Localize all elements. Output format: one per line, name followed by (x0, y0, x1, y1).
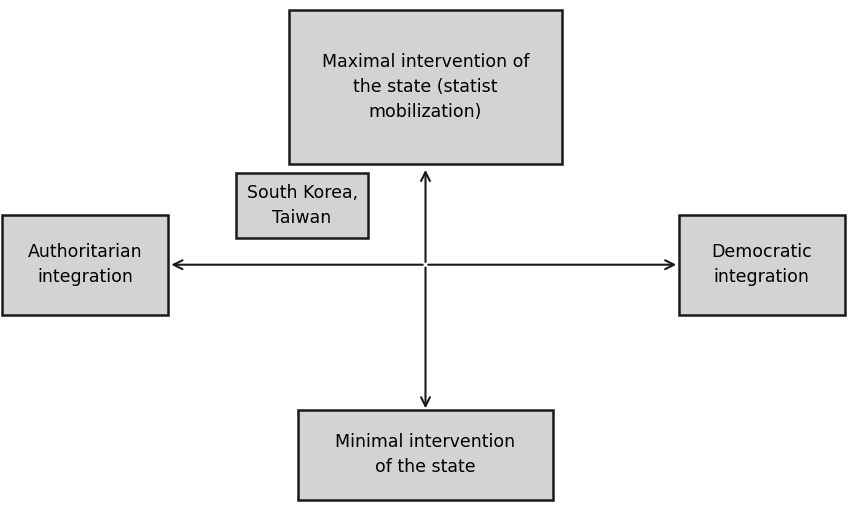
FancyBboxPatch shape (679, 215, 844, 315)
FancyBboxPatch shape (298, 410, 553, 500)
Text: Maximal intervention of
the state (statist
mobilization): Maximal intervention of the state (stati… (322, 53, 529, 121)
FancyBboxPatch shape (289, 10, 562, 164)
Text: Minimal intervention
of the state: Minimal intervention of the state (335, 433, 516, 476)
Text: Democratic
integration: Democratic integration (711, 243, 812, 286)
Text: Authoritarian
integration: Authoritarian integration (28, 243, 142, 286)
FancyBboxPatch shape (236, 174, 368, 237)
FancyBboxPatch shape (3, 215, 168, 315)
Text: South Korea,
Taiwan: South Korea, Taiwan (247, 184, 357, 227)
